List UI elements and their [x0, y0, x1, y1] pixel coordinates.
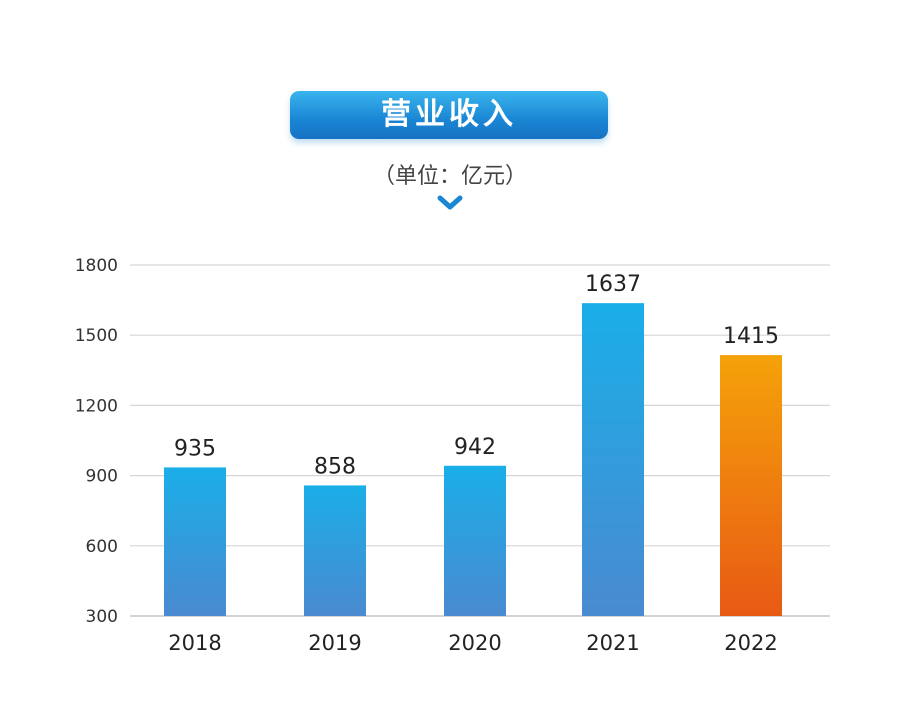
chart-title: 营业收入 [290, 91, 608, 139]
data-label: 858 [314, 454, 356, 479]
x-tick-label: 2020 [448, 631, 501, 655]
bar-2021 [582, 303, 644, 616]
y-tick-label: 900 [86, 467, 118, 487]
x-tick-label: 2022 [724, 631, 777, 655]
data-label: 935 [174, 436, 216, 461]
chart-subtitle: （单位：亿元） [372, 164, 527, 189]
y-tick-label: 1200 [75, 396, 118, 416]
bar-2022 [720, 355, 782, 616]
data-label: 1637 [585, 272, 641, 297]
y-tick-label: 600 [86, 537, 118, 557]
y-tick-label: 300 [86, 607, 118, 627]
chevron-down-icon [437, 195, 463, 210]
y-tick-label: 1800 [75, 256, 118, 276]
y-tick-label: 1500 [75, 326, 118, 346]
x-tick-label: 2021 [586, 631, 639, 655]
x-tick-label: 2018 [168, 631, 221, 655]
bar-2020 [444, 465, 506, 616]
bar-2019 [304, 485, 366, 616]
data-label: 942 [454, 435, 496, 460]
x-tick-label: 2019 [308, 631, 361, 655]
data-label: 1415 [723, 324, 779, 349]
bar-2018 [164, 467, 226, 616]
